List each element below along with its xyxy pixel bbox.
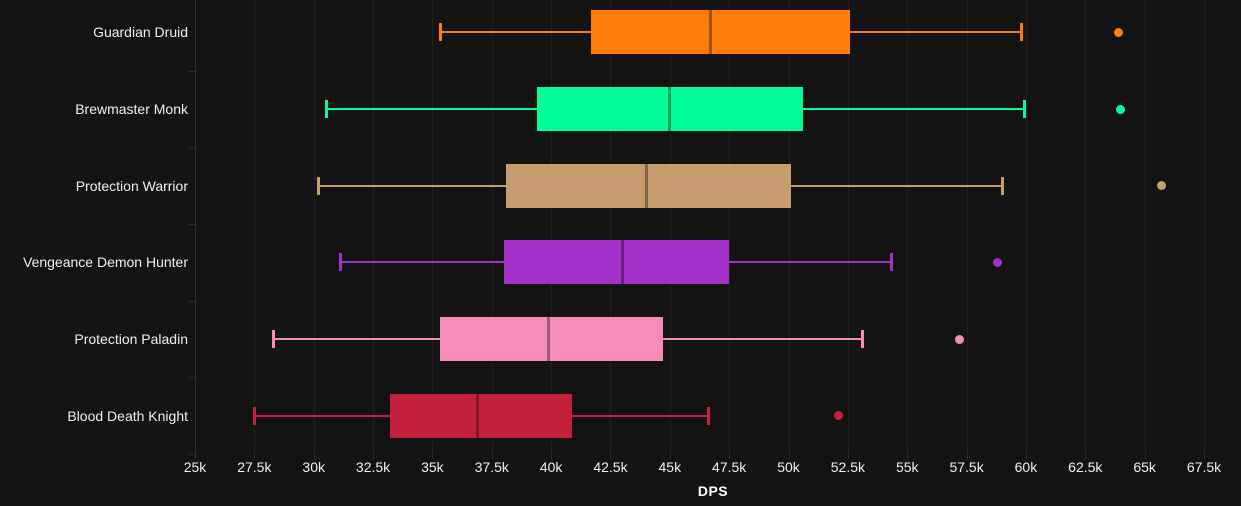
y-axis-tick	[189, 300, 195, 302]
x-tick-label: 27.5k	[237, 459, 272, 475]
x-tick-label: 42.5k	[593, 459, 628, 475]
outlier-point[interactable]	[954, 334, 964, 344]
x-axis-tick	[313, 454, 315, 459]
x-gridline	[729, 0, 731, 454]
x-tick-label: 30k	[302, 459, 325, 475]
x-tick-label: 35k	[421, 459, 444, 475]
x-axis-tick	[432, 454, 434, 459]
whisker-cap-high[interactable]	[706, 406, 710, 425]
whisker-cap-low[interactable]	[438, 23, 442, 42]
x-tick-label: 50k	[777, 459, 800, 475]
x-gridline	[788, 0, 790, 454]
outlier-point[interactable]	[1156, 181, 1166, 191]
category-label: Guardian Druid	[93, 24, 188, 41]
median-line	[668, 87, 672, 131]
x-axis-tick	[373, 454, 375, 459]
whisker-cap-low[interactable]	[272, 330, 276, 348]
x-axis-title: DPS	[697, 483, 729, 499]
x-gridline	[373, 0, 375, 454]
outlier-point[interactable]	[1114, 27, 1124, 37]
x-gridline	[847, 0, 849, 454]
x-axis-tick	[1085, 454, 1087, 459]
x-gridline	[491, 0, 493, 454]
x-gridline	[610, 0, 612, 454]
y-axis-tick	[189, 224, 195, 225]
x-gridline	[551, 0, 553, 454]
median-line	[476, 393, 480, 438]
x-axis-tick	[729, 454, 731, 459]
x-gridline	[432, 0, 434, 454]
x-tick-label: 40k	[539, 459, 563, 475]
x-gridline	[1204, 0, 1205, 454]
x-gridline	[1085, 0, 1087, 454]
y-axis-tick	[189, 147, 195, 149]
x-axis-tick	[847, 454, 849, 459]
median-line	[620, 240, 624, 285]
x-axis-tick	[1144, 454, 1146, 459]
x-axis-tick	[491, 454, 493, 459]
whisker-cap-high[interactable]	[861, 330, 865, 348]
x-tick-label: 45k	[658, 459, 682, 475]
x-tick-label: 32.5k	[355, 459, 391, 475]
x-tick-label: 37.5k	[474, 459, 509, 475]
y-axis-tick	[189, 70, 195, 72]
category-label: Vengeance Demon Hunter	[23, 254, 188, 271]
x-axis-tick	[551, 454, 553, 459]
category-label: Protection Paladin	[74, 331, 188, 347]
x-tick-label: 47.5k	[712, 459, 747, 475]
whisker-cap-low[interactable]	[317, 176, 321, 195]
x-axis-tick	[966, 454, 968, 459]
x-gridline	[1144, 0, 1146, 454]
x-tick-label: 25k	[183, 459, 207, 475]
x-tick-label: 62.5k	[1068, 459, 1103, 475]
category-label: Protection Warrior	[75, 177, 188, 194]
outlier-point[interactable]	[1116, 104, 1126, 114]
box[interactable]	[536, 87, 803, 131]
x-gridline	[907, 0, 909, 454]
y-axis-tick	[189, 454, 195, 455]
median-line	[547, 317, 551, 361]
x-tick-label: 52.5k	[830, 459, 865, 475]
x-axis-tick	[610, 454, 612, 459]
x-gridline	[313, 0, 315, 454]
box[interactable]	[506, 163, 791, 208]
x-axis-tick	[1025, 454, 1027, 459]
whisker-cap-high[interactable]	[889, 253, 893, 272]
x-tick-label: 55k	[895, 459, 919, 475]
x-axis-tick	[1204, 454, 1205, 459]
x-gridline	[966, 0, 968, 454]
outlier-point[interactable]	[992, 257, 1002, 267]
x-gridline	[1025, 0, 1027, 454]
box[interactable]	[591, 10, 851, 55]
median-line	[708, 10, 712, 55]
median-line	[644, 163, 648, 208]
category-label: Brewmaster Monk	[75, 101, 188, 117]
x-axis-tick	[788, 454, 790, 459]
y-axis-line	[195, 0, 196, 459]
x-axis-tick	[254, 454, 256, 459]
box[interactable]	[439, 317, 663, 361]
x-gridline	[254, 0, 256, 454]
whisker-cap-high[interactable]	[1020, 23, 1024, 42]
x-tick-label: 60k	[1014, 459, 1038, 475]
x-tick-label: 67.5k	[1186, 459, 1222, 475]
whisker-cap-low[interactable]	[324, 100, 328, 118]
category-label: Blood Death Knight	[67, 407, 188, 424]
whisker-cap-low[interactable]	[338, 253, 342, 272]
whisker-cap-low[interactable]	[253, 406, 257, 425]
x-axis-tick	[669, 454, 671, 459]
x-tick-label: 65k	[1133, 459, 1156, 475]
y-axis-tick	[189, 377, 195, 379]
outlier-point[interactable]	[833, 411, 843, 421]
whisker-cap-high[interactable]	[1022, 100, 1026, 118]
box[interactable]	[503, 240, 730, 285]
whisker-cap-high[interactable]	[1001, 176, 1005, 195]
x-tick-label: 57.5k	[949, 459, 984, 475]
box[interactable]	[389, 393, 573, 438]
x-gridline	[669, 0, 671, 454]
x-axis-tick	[907, 454, 909, 459]
